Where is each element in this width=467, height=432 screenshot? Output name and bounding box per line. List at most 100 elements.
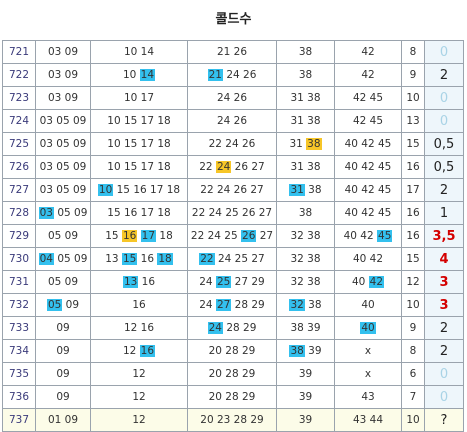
group-40-45-cell: 42 45 [334, 86, 402, 110]
group-20-29-cell: 20 28 29 [187, 339, 277, 363]
round-number: 732 [2, 293, 36, 317]
table-row: 733 09 12 16 24 28 29 38 39 40 9 2 [2, 316, 464, 340]
group-30-39-cell: 31 38 [276, 86, 335, 110]
highlight-blue: 03 [38, 207, 54, 219]
cold-count-cell: 2 [424, 316, 464, 340]
group-10-19-cell: 12 [90, 408, 188, 432]
highlight-blue: 22 [199, 253, 215, 265]
table-row: 724 03 05 09 10 15 17 18 24 26 31 38 42 45 13 0 [2, 109, 464, 133]
group-1-9-cell: 03 09 [35, 86, 91, 110]
group-40-45-cell: 40 42 45 [334, 201, 402, 225]
round-number: 721 [2, 40, 36, 64]
group-1-9-cell: 01 09 [35, 408, 91, 432]
group-30-39-cell: 38 39 [276, 316, 335, 340]
group-40-45-cell: 43 [334, 385, 402, 409]
group-10-19-cell: 10 15 17 18 [90, 109, 188, 133]
group-40-45-cell: 42 45 [334, 109, 402, 133]
round-number: 737 [2, 408, 36, 432]
group-40-45-cell: 42 [334, 40, 402, 64]
round-number: 723 [2, 86, 36, 110]
round-number: 730 [2, 247, 36, 271]
group-10-19-cell: 12 [90, 385, 188, 409]
group-40-45-cell: x [334, 362, 402, 386]
table-row: 723 03 09 10 17 24 26 31 38 42 45 10 0 [2, 86, 464, 110]
cold-count-cell: 2 [424, 178, 464, 202]
cold-count-cell: 0,5 [424, 155, 464, 179]
group-30-39-cell: 32 38 [276, 224, 335, 248]
group-20-29-cell: 24 27 28 29 [187, 293, 277, 317]
table-row: 726 03 05 09 10 15 17 18 22 24 26 27 31 38 40… [2, 155, 464, 179]
group-40-45-cell: 40 42 45 [334, 178, 402, 202]
group-1-9-cell: 03 05 09 [35, 201, 91, 225]
group-20-29-cell: 24 26 [187, 109, 277, 133]
table-row: 731 05 09 13 16 24 25 27 29 32 38 40 42 12 3 [2, 270, 464, 294]
cold-number-table: 721 03 09 10 14 21 26 38 42 8 0 722 03 09 10 14 21 … [2, 40, 464, 432]
count-cell: 7 [401, 385, 425, 409]
table-row: 727 03 05 09 10 15 16 17 18 22 24 26 27 31 3… [2, 178, 464, 202]
highlight-blue: 13 [122, 276, 139, 288]
highlight-blue: 24 [207, 322, 223, 334]
group-20-29-cell: 21 24 26 [187, 63, 277, 87]
highlight-blue: 42 [368, 276, 385, 288]
group-20-29-cell: 24 28 29 [187, 316, 277, 340]
highlight-blue: 04 [38, 253, 54, 265]
table-row: 732 05 09 16 24 27 28 29 32 38 40 10 3 [2, 293, 464, 317]
group-1-9-cell: 03 05 09 [35, 178, 91, 202]
group-30-39-cell: 39 [276, 385, 335, 409]
group-40-45-cell: 43 44 [334, 408, 402, 432]
count-cell: 9 [401, 63, 425, 87]
cold-count-cell: 1 [424, 201, 464, 225]
highlight-blue: 18 [157, 253, 173, 265]
group-10-19-cell: 12 [90, 362, 188, 386]
highlight-blue: 15 [121, 253, 138, 265]
round-number: 736 [2, 385, 36, 409]
group-30-39-cell: 38 [276, 63, 335, 87]
table-row: 737 01 09 12 20 23 28 29 39 43 44 10? [2, 408, 464, 432]
highlight-yellow: 38 [306, 138, 322, 150]
highlight-blue: 40 [360, 322, 376, 334]
group-10-19-cell: 13 16 [90, 270, 188, 294]
round-number: 727 [2, 178, 36, 202]
group-20-29-cell: 22 24 25 26 27 [187, 201, 277, 225]
table-row: 736 09 12 20 28 29 39 43 7 0 [2, 385, 464, 409]
group-10-19-cell: 10 17 [90, 86, 188, 110]
group-10-19-cell: 10 15 17 18 [90, 132, 188, 156]
group-1-9-cell: 09 [35, 385, 91, 409]
group-20-29-cell: 22 24 26 27 [187, 155, 277, 179]
highlight-blue: 26 [241, 230, 257, 242]
table-row: 734 09 12 16 20 28 29 38 39 x 8 2 [2, 339, 464, 363]
highlight-yellow: 16 [121, 230, 138, 242]
round-number: 735 [2, 362, 36, 386]
group-30-39-cell: 39 [276, 408, 335, 432]
group-10-19-cell: 10 14 [90, 40, 188, 64]
round-number: 728 [2, 201, 36, 225]
count-cell: 10 [401, 86, 425, 110]
group-20-29-cell: 20 28 29 [187, 385, 277, 409]
count-cell: 15 [401, 132, 425, 156]
group-1-9-cell: 04 05 09 [35, 247, 91, 271]
group-30-39-cell: 31 38 [276, 132, 335, 156]
table-row: 735 09 12 20 28 29 39 x 6 0 [2, 362, 464, 386]
group-10-19-cell: 13 15 16 18 [90, 247, 188, 271]
group-10-19-cell: 15 16 17 18 [90, 201, 188, 225]
group-10-19-cell: 16 [90, 293, 188, 317]
group-40-45-cell: 40 [334, 293, 402, 317]
highlight-blue: 45 [377, 230, 393, 242]
group-40-45-cell: x [334, 339, 402, 363]
count-cell: 16 [401, 224, 425, 248]
group-20-29-cell: 22 24 25 27 [187, 247, 277, 271]
cold-count-cell: 0 [424, 109, 464, 133]
highlight-blue: 10 [97, 184, 114, 196]
group-1-9-cell: 05 09 [35, 270, 91, 294]
cold-count-cell: 2 [424, 63, 464, 87]
group-20-29-cell: 22 24 25 26 27 [187, 224, 277, 248]
group-10-19-cell: 10 14 [90, 63, 188, 87]
table-row: 725 03 05 09 10 15 17 18 22 24 26 31 38 40 42… [2, 132, 464, 156]
group-30-39-cell: 38 [276, 201, 335, 225]
group-30-39-cell: 39 [276, 362, 335, 386]
table-row: 728 03 05 09 15 16 17 18 22 24 25 26 27 38 40… [2, 201, 464, 225]
cold-count-cell: 0 [424, 385, 464, 409]
group-1-9-cell: 03 05 09 [35, 155, 91, 179]
cold-count-cell: 4 [424, 247, 464, 271]
highlight-blue: 16 [139, 345, 156, 357]
